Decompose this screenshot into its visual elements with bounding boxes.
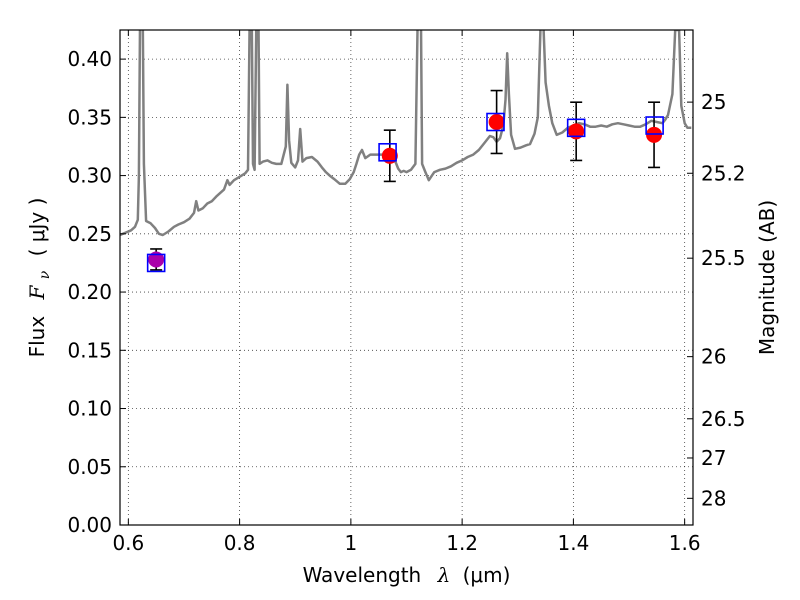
model-square	[645, 116, 664, 135]
model-squares-series	[146, 112, 664, 273]
observed-point	[148, 251, 165, 268]
x-tick-label: 1.2	[446, 531, 478, 555]
y-axis-label-subscript: ν	[37, 270, 53, 279]
observed-points-series	[148, 114, 663, 268]
model-square	[566, 118, 586, 138]
y-axis-label-unit: ( μJy )	[25, 198, 49, 257]
y2-tick-label: 28	[701, 486, 726, 510]
y-tick-label: 0.10	[67, 397, 112, 421]
y2-tick-label: 25.2	[701, 161, 746, 185]
x-tick-label: 0.8	[224, 531, 256, 555]
y2-tick-label: 26.5	[701, 407, 746, 431]
model-square	[146, 253, 166, 273]
y2-tick-label: 26	[701, 345, 726, 369]
y-axis-label: Flux F ν ( μJy )	[25, 198, 54, 358]
observed-point	[381, 147, 398, 164]
spectrum-line	[120, 30, 692, 237]
y-tick-label: 0.15	[67, 338, 112, 362]
observed-point	[488, 114, 505, 131]
plot-frame	[119, 29, 694, 526]
x-tick-label: 1.6	[669, 531, 701, 555]
x-axis-label-unit: (μm)	[463, 563, 511, 587]
x-tick-label: 1	[345, 531, 358, 555]
y-axis-label-text: Flux	[25, 316, 49, 358]
observed-point	[568, 123, 585, 140]
x-axis-label-text: Wavelength	[303, 563, 422, 587]
y2-tick-label: 27	[701, 446, 726, 470]
x-axis-label-symbol: λ	[437, 563, 451, 587]
observed-point	[646, 126, 663, 143]
y-axis-label-symbol: F	[25, 284, 49, 300]
x-tick-label: 0.6	[112, 531, 144, 555]
y-tick-label: 0.00	[67, 513, 112, 537]
y2-tick-label: 25	[701, 90, 726, 114]
grid	[120, 30, 693, 525]
y2-tick-label: 25.5	[701, 246, 746, 270]
y-tick-label: 0.35	[67, 105, 112, 129]
x-tick-label: 1.4	[557, 531, 589, 555]
y-tick-label: 0.40	[67, 47, 112, 71]
y-tick-label: 0.30	[67, 164, 112, 188]
axis-ticks: 0.6 0.8 1 1.2 1.4 1.6 0.00 0.05 0.10 0.15 0.20 0.25…	[67, 30, 746, 555]
model-square	[378, 142, 397, 162]
y-tick-label: 0.05	[67, 455, 112, 479]
spectrum-series	[120, 30, 692, 237]
y2-axis-label: Magnitude (AB)	[755, 200, 779, 355]
y-tick-label: 0.25	[67, 222, 112, 246]
model-square	[486, 112, 505, 132]
y-tick-label: 0.20	[67, 280, 112, 304]
x-axis-label: Wavelength λ (μm)	[303, 563, 511, 587]
